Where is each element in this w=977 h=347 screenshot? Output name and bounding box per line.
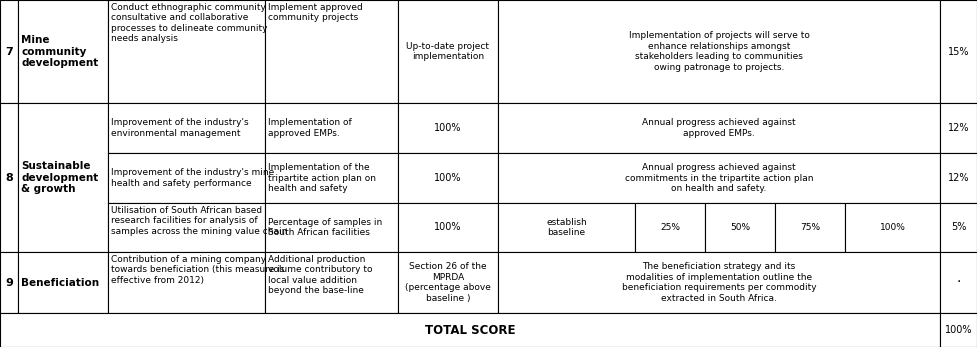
Bar (940, 153, 977, 203)
Bar (18, 0, 108, 103)
Bar (108, 153, 265, 203)
Bar (498, 203, 635, 252)
Text: 5%: 5% (951, 222, 966, 232)
Text: Beneficiation: Beneficiation (21, 278, 99, 288)
Text: Sustainable
development
& growth: Sustainable development & growth (21, 161, 99, 194)
Bar (398, 203, 498, 252)
Text: Implementation of the
tripartite action plan on
health and safety: Implementation of the tripartite action … (268, 163, 376, 193)
Text: Implement approved
community projects: Implement approved community projects (268, 3, 362, 23)
Bar (498, 0, 940, 103)
Text: 50%: 50% (730, 223, 750, 232)
Text: 7: 7 (5, 46, 13, 57)
Text: Utilisation of South African based
research facilities for analysis of
samples a: Utilisation of South African based resea… (111, 206, 287, 236)
Bar (498, 153, 940, 203)
Text: Section 26 of the
MPRDA
(percentage above
baseline ): Section 26 of the MPRDA (percentage abov… (405, 262, 490, 303)
Bar (940, 203, 977, 252)
Text: Mine
community
development: Mine community development (21, 35, 99, 68)
Bar (398, 103, 498, 153)
Text: Annual progress achieved against
approved EMPs.: Annual progress achieved against approve… (642, 118, 796, 138)
Bar (775, 203, 845, 252)
Text: 100%: 100% (434, 173, 462, 183)
Text: 25%: 25% (660, 223, 680, 232)
Text: Contribution of a mining company
towards beneficiation (this measure is
effectiv: Contribution of a mining company towards… (111, 255, 284, 285)
Text: Up-to-date project
implementation: Up-to-date project implementation (406, 42, 489, 61)
Text: Percentage of samples in
South African facilities: Percentage of samples in South African f… (268, 218, 382, 237)
Text: 100%: 100% (434, 123, 462, 133)
Text: Implementation of projects will serve to
enhance relationships amongst
stakehold: Implementation of projects will serve to… (628, 31, 809, 71)
Text: 100%: 100% (945, 325, 972, 335)
Bar (0, 313, 940, 347)
Bar (398, 252, 498, 313)
Bar (635, 203, 705, 252)
Text: 100%: 100% (879, 223, 906, 232)
Bar (265, 153, 398, 203)
Text: The beneficiation strategy and its
modalities of implementation outline the
bene: The beneficiation strategy and its modal… (621, 262, 817, 303)
Bar (0, 252, 18, 313)
Bar (0, 103, 18, 252)
Text: 75%: 75% (800, 223, 820, 232)
Text: Additional production
volume contributory to
local value addition
beyond the bas: Additional production volume contributor… (268, 255, 372, 295)
Text: ·: · (956, 276, 960, 289)
Bar (108, 0, 265, 103)
Bar (108, 252, 265, 313)
Text: 15%: 15% (948, 46, 969, 57)
Bar (18, 103, 108, 252)
Text: TOTAL SCORE: TOTAL SCORE (425, 323, 515, 337)
Bar (940, 0, 977, 103)
Bar (705, 203, 775, 252)
Text: 9: 9 (5, 278, 13, 288)
Bar (498, 252, 940, 313)
Bar (498, 103, 940, 153)
Text: 8: 8 (5, 172, 13, 183)
Bar (398, 0, 498, 103)
Text: 12%: 12% (948, 123, 969, 133)
Bar (18, 252, 108, 313)
Text: 100%: 100% (434, 222, 462, 232)
Bar (265, 0, 398, 103)
Text: Annual progress achieved against
commitments in the tripartite action plan
on he: Annual progress achieved against commitm… (624, 163, 813, 193)
Bar (108, 203, 265, 252)
Bar (398, 153, 498, 203)
Bar (940, 313, 977, 347)
Bar (940, 252, 977, 313)
Text: Improvement of the industry's
environmental management: Improvement of the industry's environmen… (111, 118, 248, 138)
Bar (940, 103, 977, 153)
Bar (265, 252, 398, 313)
Bar (0, 0, 18, 103)
Bar (845, 203, 940, 252)
Bar (265, 103, 398, 153)
Text: Conduct ethnographic community
consultative and collaborative
processes to delin: Conduct ethnographic community consultat… (111, 3, 268, 43)
Text: Implementation of
approved EMPs.: Implementation of approved EMPs. (268, 118, 352, 138)
Text: Improvement of the industry's mine
health and safety performance: Improvement of the industry's mine healt… (111, 168, 275, 188)
Text: 12%: 12% (948, 173, 969, 183)
Bar (265, 203, 398, 252)
Bar (108, 103, 265, 153)
Text: establish
baseline: establish baseline (546, 218, 587, 237)
